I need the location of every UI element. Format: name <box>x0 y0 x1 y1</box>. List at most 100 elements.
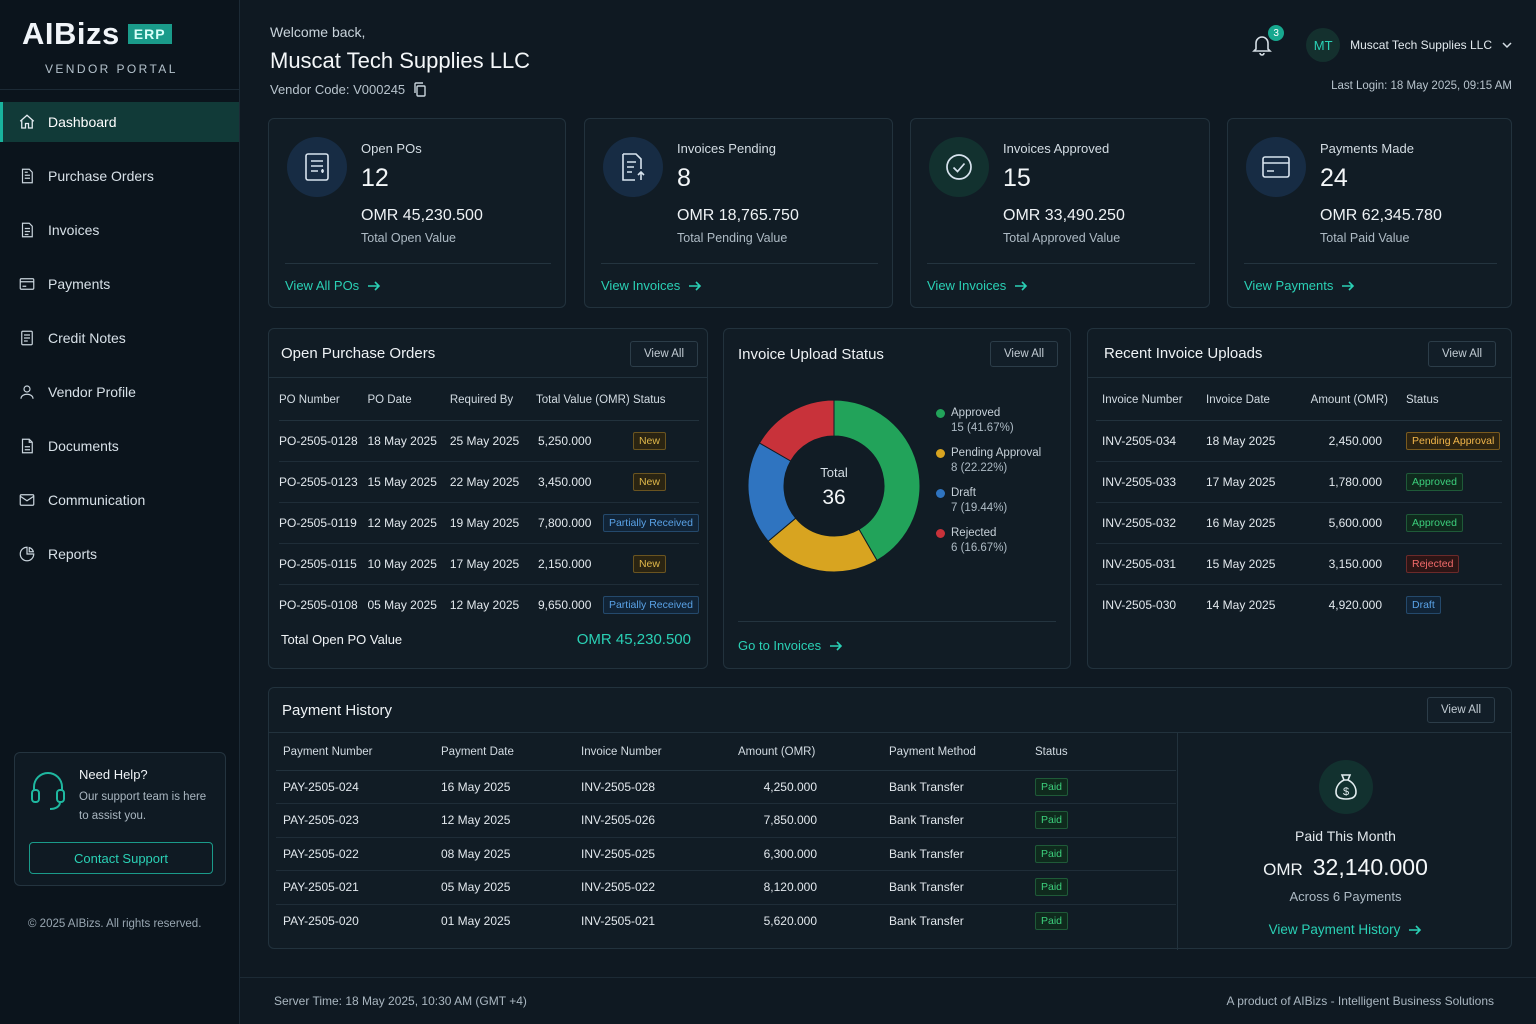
view-payments-link[interactable]: View Payments <box>1244 263 1497 307</box>
view-all-button[interactable]: View All <box>1426 697 1495 723</box>
table-row[interactable]: PAY-2505-022 08 May 2025 INV-2505-025 6,… <box>276 837 1176 871</box>
payment-amount: 7,850.000 <box>704 803 859 838</box>
total-value: 5,250.000 <box>536 420 633 462</box>
po-number[interactable]: PO-2505-0128 <box>279 420 368 462</box>
user-menu[interactable]: Muscat Tech Supplies LLC <box>1350 38 1492 52</box>
contact-support-button[interactable]: Contact Support <box>29 842 213 874</box>
sidebar-item-label: Payments <box>48 276 111 292</box>
sidebar-item-credit-notes[interactable]: Credit Notes <box>0 318 239 358</box>
panel-title: Open Purchase Orders <box>281 345 436 362</box>
stat-card-payments-made: Payments Made 24 OMR 62,345.780 Total Pa… <box>1227 118 1512 308</box>
payment-number[interactable]: PAY-2505-021 <box>276 870 434 905</box>
view-invoices-pending-link[interactable]: View Invoices <box>601 263 878 307</box>
go-to-invoices-link[interactable]: Go to Invoices <box>738 621 1056 653</box>
table-row[interactable]: INV-2505-030 14 May 2025 4,920.000 Draft <box>1096 584 1502 625</box>
page-header: Welcome back, Muscat Tech Supplies LLC V… <box>270 24 530 97</box>
table-row[interactable]: INV-2505-032 16 May 2025 5,600.000 Appro… <box>1096 502 1502 544</box>
invoice-number[interactable]: INV-2505-025 <box>574 837 704 871</box>
table-row[interactable]: INV-2505-031 15 May 2025 3,150.000 Rejec… <box>1096 543 1502 585</box>
sidebar-item-label: Dashboard <box>48 114 117 130</box>
donut-slices <box>747 399 921 573</box>
invoice-number[interactable]: INV-2505-022 <box>574 870 704 905</box>
paid-subtitle: Across 6 Payments <box>1289 889 1402 904</box>
table-row[interactable]: PAY-2505-023 12 May 2025 INV-2505-026 7,… <box>276 803 1176 838</box>
payment-number[interactable]: PAY-2505-022 <box>276 837 434 871</box>
table-row[interactable]: PO-2505-0128 18 May 2025 25 May 2025 5,2… <box>279 420 699 462</box>
invoice-number[interactable]: INV-2505-021 <box>581 914 656 928</box>
table-row[interactable]: INV-2505-034 18 May 2025 2,450.000 Pendi… <box>1096 420 1502 462</box>
sidebar-item-vendor-profile[interactable]: Vendor Profile <box>0 372 239 412</box>
view-payment-history-link[interactable]: View Payment History <box>1178 922 1513 937</box>
stat-card-invoices-approved: Invoices Approved 15 OMR 33,490.250 Tota… <box>910 118 1210 308</box>
invoice-number[interactable]: INV-2505-034 <box>1096 420 1206 462</box>
payment-method: Bank Transfer <box>859 770 1035 804</box>
arrow-right-icon <box>689 280 702 291</box>
view-all-button[interactable]: View All <box>629 341 698 367</box>
open-pos-table: PO Number PO Date Required By Total Valu… <box>279 380 699 625</box>
payment-number[interactable]: PAY-2505-024 <box>276 770 434 804</box>
payment-method: Bank Transfer <box>859 837 1035 871</box>
sidebar-item-invoices[interactable]: Invoices <box>0 210 239 250</box>
avatar[interactable]: MT <box>1306 28 1341 62</box>
logo[interactable]: AIBizs ERP <box>22 16 239 52</box>
donut-hole <box>784 436 884 536</box>
view-invoices-approved-link[interactable]: View Invoices <box>927 263 1195 307</box>
table-row[interactable]: PAY-2505-020 01 May 2025 INV-2505-021 5,… <box>276 904 1176 938</box>
status-badge: Partially Received <box>602 513 699 532</box>
stat-card-invoices-pending: Invoices Pending 8 OMR 18,765.750 Total … <box>584 118 893 308</box>
help-title: Need Help? <box>79 767 148 782</box>
table-row[interactable]: PO-2505-0123 15 May 2025 22 May 2025 3,4… <box>279 461 699 503</box>
sidebar-item-dashboard[interactable]: Dashboard <box>0 102 239 142</box>
total-value: 9,650.000 <box>538 597 592 612</box>
sidebar-item-purchase-orders[interactable]: Purchase Orders <box>0 156 239 196</box>
sidebar-item-reports[interactable]: Reports <box>0 534 239 574</box>
chevron-down-icon[interactable] <box>1502 41 1512 49</box>
copy-icon[interactable] <box>413 82 427 97</box>
help-desc-line-1: Our support team is here <box>79 791 207 803</box>
po-number[interactable]: PO-2505-0119 <box>279 502 368 544</box>
brand-name: AIBizs <box>22 16 120 51</box>
invoice-number[interactable]: INV-2505-031 <box>1096 543 1206 585</box>
payment-method: Bank Transfer <box>859 803 1035 838</box>
table-row[interactable]: PAY-2505-024 16 May 2025 INV-2505-028 4,… <box>276 770 1176 804</box>
table-header-row: PO Number PO Date Required By Total Valu… <box>279 380 699 421</box>
po-date: 12 May 2025 <box>367 502 450 544</box>
invoice-date: 17 May 2025 <box>1206 461 1308 503</box>
stat-label: Payments Made <box>1320 141 1414 156</box>
view-all-button[interactable]: View All <box>1427 341 1496 367</box>
sidebar-item-label: Purchase Orders <box>48 168 154 184</box>
table-row[interactable]: PO-2505-0115 10 May 2025 17 May 2025 2,1… <box>279 543 699 585</box>
stat-label: Invoices Approved <box>1003 141 1110 156</box>
stat-label: Open POs <box>361 141 422 156</box>
table-row[interactable]: PO-2505-0119 12 May 2025 19 May 2025 7,8… <box>279 502 699 544</box>
table-row[interactable]: INV-2505-033 17 May 2025 1,780.000 Appro… <box>1096 461 1502 503</box>
column-header: PO Number <box>279 380 368 421</box>
status-badge: Paid <box>1035 811 1069 830</box>
view-all-pos-link[interactable]: View All POs <box>285 263 551 307</box>
payment-number[interactable]: PAY-2505-020 <box>283 914 359 928</box>
legend-dot <box>936 408 945 418</box>
notifications-button[interactable]: 3 <box>1248 25 1285 59</box>
logo-area: AIBizs ERP VENDOR PORTAL <box>0 0 239 90</box>
column-header: Amount (OMR) <box>704 734 859 771</box>
sidebar-item-documents[interactable]: Documents <box>0 426 239 466</box>
invoice-number[interactable]: INV-2505-032 <box>1096 502 1206 544</box>
payment-number[interactable]: PAY-2505-023 <box>276 803 434 838</box>
po-number[interactable]: PO-2505-0123 <box>279 461 368 503</box>
status-badge: Rejected <box>1406 554 1460 573</box>
table-row[interactable]: PAY-2505-021 05 May 2025 INV-2505-022 8,… <box>276 870 1176 905</box>
invoice-number[interactable]: INV-2505-033 <box>1096 461 1206 503</box>
po-number[interactable]: PO-2505-0115 <box>279 543 368 585</box>
invoice-number[interactable]: INV-2505-028 <box>574 770 704 804</box>
sidebar: AIBizs ERP VENDOR PORTAL Dashboard Purch… <box>0 0 240 1024</box>
sidebar-item-communication[interactable]: Communication <box>0 480 239 520</box>
invoice-number[interactable]: INV-2505-030 <box>1102 597 1177 612</box>
table-row[interactable]: PO-2505-0108 05 May 2025 12 May 2025 9,6… <box>279 584 699 625</box>
status-badge: Paid <box>1035 878 1069 897</box>
file-icon <box>21 438 33 454</box>
sidebar-item-payments[interactable]: Payments <box>0 264 239 304</box>
invoice-number[interactable]: INV-2505-026 <box>574 803 704 838</box>
po-number[interactable]: PO-2505-0108 <box>279 597 358 612</box>
po-date: 05 May 2025 <box>367 597 437 612</box>
view-all-button[interactable]: View All <box>989 341 1058 367</box>
